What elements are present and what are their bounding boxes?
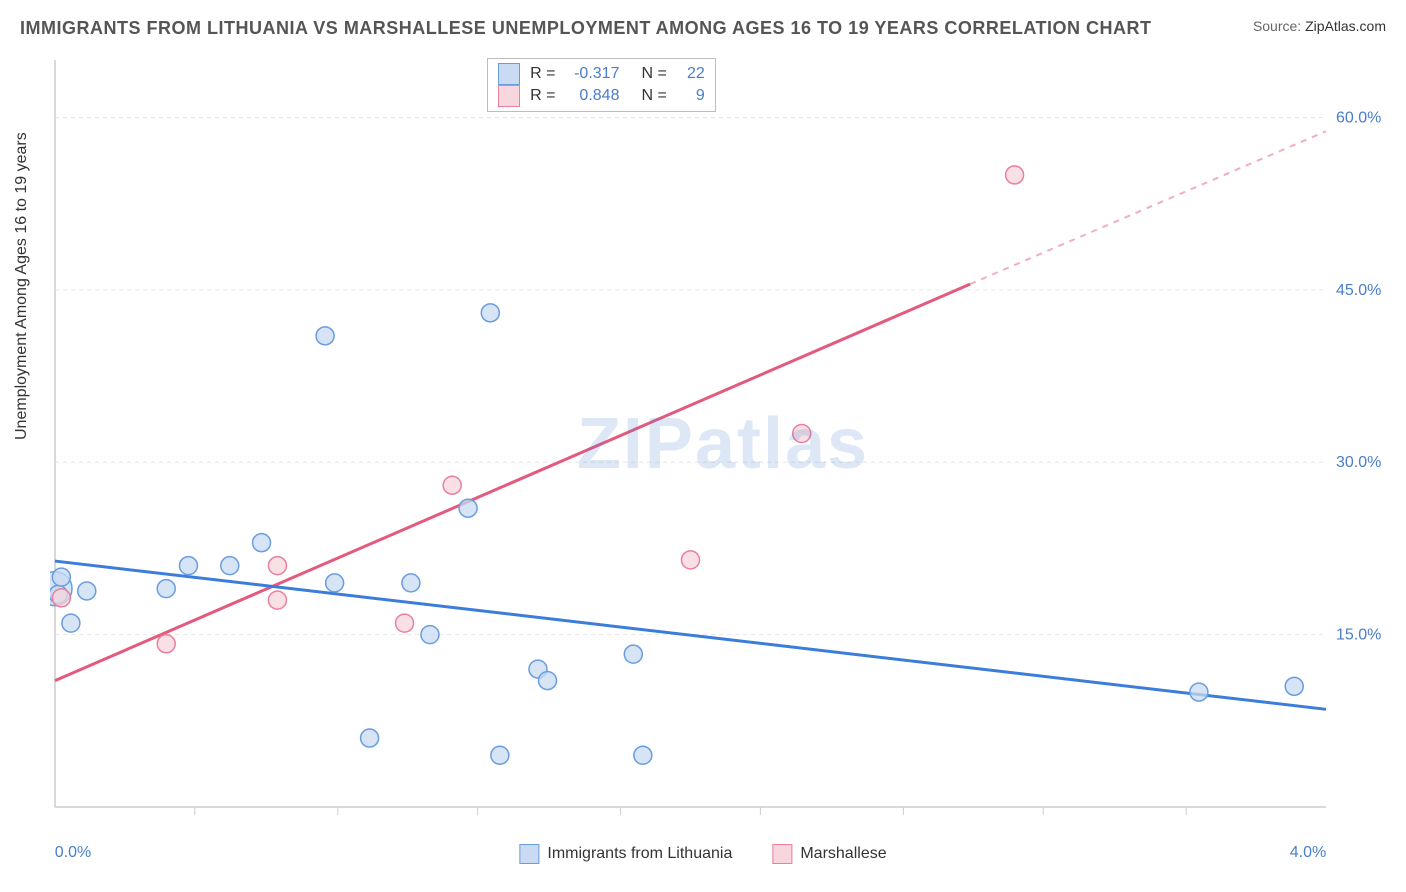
stats-n-value: 9 [677,87,705,105]
data-point [539,672,557,690]
data-point [793,425,811,443]
data-point [52,589,70,607]
legend-item: Marshallese [772,844,886,864]
data-point [459,499,477,517]
stats-r-value: -0.317 [565,65,619,83]
stats-r-label: R = [530,87,555,105]
stats-row: R = -0.317 N = 22 [498,63,705,85]
stats-swatch [498,85,520,107]
data-point [253,534,271,552]
data-point [402,574,420,592]
stats-swatch [498,63,520,85]
data-point [421,626,439,644]
legend-item: Immigrants from Lithuania [519,844,732,864]
stats-legend-box: R = -0.317 N = 22 R = 0.848 N = 9 [487,58,716,112]
data-point [1285,677,1303,695]
series-legend: Immigrants from Lithuania Marshallese [519,844,886,864]
data-point [481,304,499,322]
stats-row: R = 0.848 N = 9 [498,85,705,107]
x-axis-tick-min: 0.0% [55,844,91,862]
data-point [361,729,379,747]
stats-n-value: 22 [677,65,705,83]
data-point [682,551,700,569]
y-axis-tick-label: 45.0% [1336,282,1381,299]
chart-title: IMMIGRANTS FROM LITHUANIA VS MARSHALLESE… [20,18,1152,39]
chart-area: 15.0%30.0%45.0%60.0% ZIPatlas R =-0.317N… [50,55,1396,832]
stats-r-label: R = [530,65,555,83]
scatter-plot: 15.0% 30.0% 45.0% 60.0% [50,55,1396,832]
source-attribution: Source: ZipAtlas.com [1253,18,1386,34]
data-point [1190,683,1208,701]
data-point [326,574,344,592]
data-point [491,746,509,764]
y-axis-label: Unemployment Among Ages 16 to 19 years [13,132,31,440]
data-point [396,614,414,632]
y-axis-tick-label: 60.0% [1336,109,1381,126]
data-point [157,580,175,598]
legend-label: Immigrants from Lithuania [547,845,732,862]
legend-label: Marshallese [800,845,886,862]
stats-n-label: N = [641,65,666,83]
data-point [62,614,80,632]
legend-swatch [519,844,539,864]
data-point [443,476,461,494]
y-axis-tick-label: 15.0% [1336,627,1381,644]
data-point [179,557,197,575]
legend-swatch [772,844,792,864]
stats-r-value: 0.848 [565,87,619,105]
source-label: Source: [1253,18,1301,34]
x-axis-tick-max: 4.0% [1290,844,1326,862]
data-point [268,557,286,575]
data-point [52,568,70,586]
stats-n-label: N = [641,87,666,105]
data-point [157,635,175,653]
data-point [78,582,96,600]
data-point [316,327,334,345]
y-axis-tick-label: 30.0% [1336,454,1381,471]
data-point [624,645,642,663]
data-point [268,591,286,609]
data-point [634,746,652,764]
data-point [1006,166,1024,184]
data-point [221,557,239,575]
source-value: ZipAtlas.com [1305,18,1386,34]
